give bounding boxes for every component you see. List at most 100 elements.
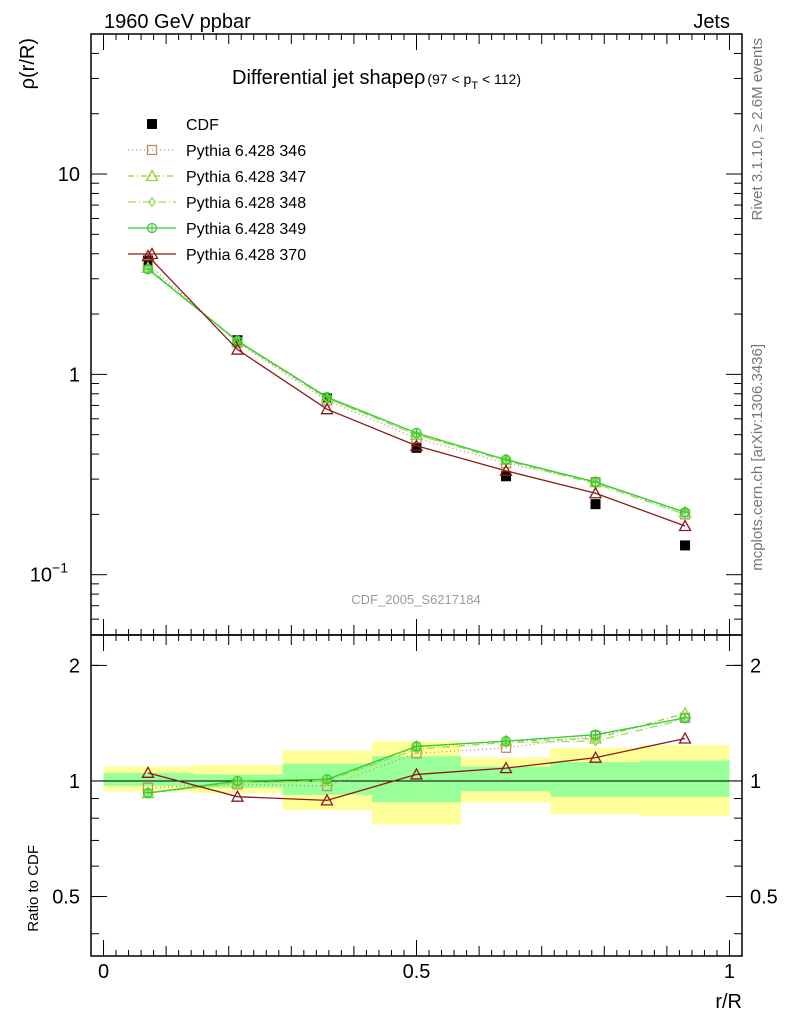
main-series-line xyxy=(147,255,686,527)
marker-open-diamond xyxy=(148,196,156,208)
marker-open-triangle xyxy=(678,519,692,532)
main-series-1 xyxy=(142,258,691,520)
marker-open-triangle xyxy=(409,767,424,780)
ratio-y-tick-label-right: 1 xyxy=(750,771,761,793)
ratio-series-4 xyxy=(141,731,692,806)
header-right: Jets xyxy=(693,11,730,33)
marker-open-triangle xyxy=(145,247,159,260)
marker-open-circle-cross xyxy=(679,712,691,724)
xlabel: r/R xyxy=(715,991,742,1013)
marker-open-triangle xyxy=(678,731,692,744)
header-left: 1960 GeV ppbar xyxy=(104,11,251,33)
x-tick-label: 0 xyxy=(98,961,109,983)
legend-label: Pythia 6.428 348 xyxy=(186,195,306,212)
marker-open-circle-cross xyxy=(411,427,422,439)
legend-item: Pythia 6.428 349 xyxy=(128,221,306,238)
marker-open-triangle xyxy=(141,765,155,778)
marker-open-circle-cross xyxy=(590,476,601,488)
legend-label: Pythia 6.428 347 xyxy=(186,169,306,186)
legend: CDF Pythia 6.428 346 Pythia 6.428 347 Pythi… xyxy=(128,117,306,264)
marker-open-circle-cross xyxy=(142,787,154,799)
marker-open-triangle xyxy=(320,402,334,415)
marker-open-triangle xyxy=(145,169,159,182)
main-title-text: Differential jet shapeρ xyxy=(232,67,425,89)
ratio-y-tick-label-left: 0.5 xyxy=(52,887,80,909)
marker-open-triangle xyxy=(230,342,245,355)
marker-open-triangle xyxy=(588,486,603,499)
ratio-band-green xyxy=(550,762,640,797)
marker-open-circle-cross xyxy=(679,507,691,518)
main-title-end: < 112) xyxy=(478,71,521,87)
marker-open-triangle xyxy=(499,463,513,476)
marker-open-circle-cross xyxy=(146,222,158,234)
main-series-4 xyxy=(142,264,691,518)
marker-open-circle-cross xyxy=(411,741,422,752)
legend-label: Pythia 6.428 349 xyxy=(186,221,306,238)
marker-filled-square xyxy=(147,119,157,129)
marker-open-circle-cross xyxy=(321,391,333,403)
legend-item: CDF xyxy=(147,117,219,134)
main-y-tick-label: 1 xyxy=(69,364,80,386)
ratio-y-tick-label-left: 1 xyxy=(69,771,80,793)
ratio-series-3 xyxy=(142,712,691,799)
ratio-y-tick-label-left: 2 xyxy=(69,655,80,677)
marker-open-diamond xyxy=(681,508,689,521)
marker-open-circle-cross xyxy=(321,774,333,785)
marker-open-triangle xyxy=(230,789,245,802)
legend-item: Pythia 6.428 370 xyxy=(128,247,306,264)
ratio-band-green xyxy=(639,760,730,797)
main-series-5 xyxy=(141,249,692,532)
side-label-top: Rivet 3.1.10, ≥ 2.6M events xyxy=(749,38,766,221)
main-title: Differential jet shapeρ (97 < pT < 112) xyxy=(232,67,521,92)
marker-open-circle-cross xyxy=(590,729,601,740)
legend-item: Pythia 6.428 348 xyxy=(128,195,306,212)
marker-open-triangle xyxy=(409,438,424,451)
ratio-y-tick-label-right: 0.5 xyxy=(750,887,778,909)
marker-open-triangle xyxy=(588,750,603,763)
main-series-line xyxy=(147,268,686,513)
marker-filled-square xyxy=(680,540,691,551)
main-title-sub: T xyxy=(471,80,478,92)
marker-filled-square xyxy=(590,499,601,510)
axes: 10 1 10−1 2 2 1 1 0.5 0.5 0 0.5 1 xyxy=(30,34,778,983)
main-series-3 xyxy=(144,263,689,521)
marker-open-circle-cross xyxy=(142,264,154,275)
marker-open-circle-cross xyxy=(232,775,243,787)
main-series-0 xyxy=(142,255,691,551)
main-series-line xyxy=(147,267,686,513)
main-title-suffix: (97 < p xyxy=(427,71,471,87)
ratio-ylabel: Ratio to CDF xyxy=(25,845,42,932)
main-series-line xyxy=(147,263,686,515)
marker-open-circle-cross xyxy=(500,454,512,465)
marker-open-triangle xyxy=(499,761,513,774)
legend-label: CDF xyxy=(186,117,219,134)
marker-open-square xyxy=(146,144,158,156)
side-label-bottom: mcplots.cern.ch [arXiv:1306.3436] xyxy=(749,344,766,571)
main-series-line xyxy=(147,268,686,516)
main-y-tick-label: 10−1 xyxy=(30,560,68,587)
marker-open-triangle xyxy=(141,249,155,262)
legend-label: Pythia 6.428 370 xyxy=(186,247,306,264)
ratio-y-tick-label-right: 2 xyxy=(750,655,761,677)
marker-filled-square xyxy=(411,442,422,453)
main-ylabel: ρ(r/R) xyxy=(17,38,39,89)
ratio-panel-frame xyxy=(90,634,743,957)
marker-open-diamond xyxy=(591,735,600,747)
legend-item: Pythia 6.428 346 xyxy=(128,143,306,160)
legend-label: Pythia 6.428 346 xyxy=(186,143,306,160)
ratio-series xyxy=(141,706,692,806)
marker-filled-square xyxy=(501,471,512,482)
ratio-band-green xyxy=(103,772,194,787)
legend-item: Pythia 6.428 347 xyxy=(128,169,306,186)
watermark: CDF_2005_S6217184 xyxy=(351,592,480,607)
marker-open-triangle xyxy=(320,793,334,806)
main-series-2 xyxy=(141,261,692,518)
ratio-series-line xyxy=(147,737,686,802)
x-tick-label: 1 xyxy=(724,961,735,983)
main-series xyxy=(141,249,692,551)
marker-open-circle-cross xyxy=(500,735,512,747)
main-y-tick-label: 10 xyxy=(58,164,80,186)
x-tick-label: 0.5 xyxy=(403,961,431,983)
